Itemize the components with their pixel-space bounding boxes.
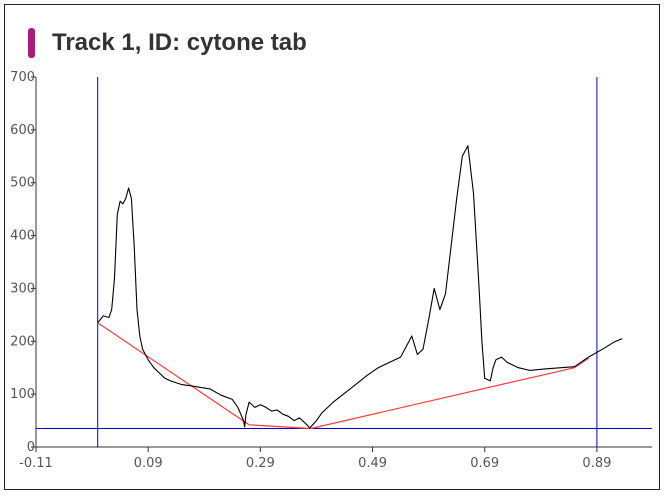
x-tick-label: 0.69 xyxy=(470,456,499,471)
y-tick-label: 400 xyxy=(10,229,35,244)
x-tick-label: 0.89 xyxy=(582,456,611,471)
axes-layer: 0 100 200 300 400 500 600 700 -0.11 0.09 0.29 0.49 0… xyxy=(10,70,652,471)
x-tick-label: 0.09 xyxy=(134,456,163,471)
x-tick-label: -0.11 xyxy=(19,456,53,471)
chart-frame xyxy=(4,4,660,490)
marker-layer xyxy=(36,77,652,447)
title-accent-bar xyxy=(28,28,35,58)
y-tick-label: 600 xyxy=(10,123,35,138)
chart-title: Track 1, ID: cytone tab xyxy=(52,29,307,56)
baseline-layer xyxy=(97,322,589,430)
y-tick-label: 300 xyxy=(10,281,35,296)
y-tick-label: 500 xyxy=(10,176,35,191)
y-tick-label: 700 xyxy=(10,70,35,85)
trace-layer xyxy=(97,145,623,429)
y-tick-label: 100 xyxy=(10,387,35,402)
series-line xyxy=(97,145,623,429)
x-tick-label: 0.29 xyxy=(246,456,275,471)
baseline-line xyxy=(97,322,589,430)
x-tick-label: 0.49 xyxy=(358,456,387,471)
y-tick-label: 200 xyxy=(10,334,35,349)
y-tick-label: 0 xyxy=(27,440,35,455)
